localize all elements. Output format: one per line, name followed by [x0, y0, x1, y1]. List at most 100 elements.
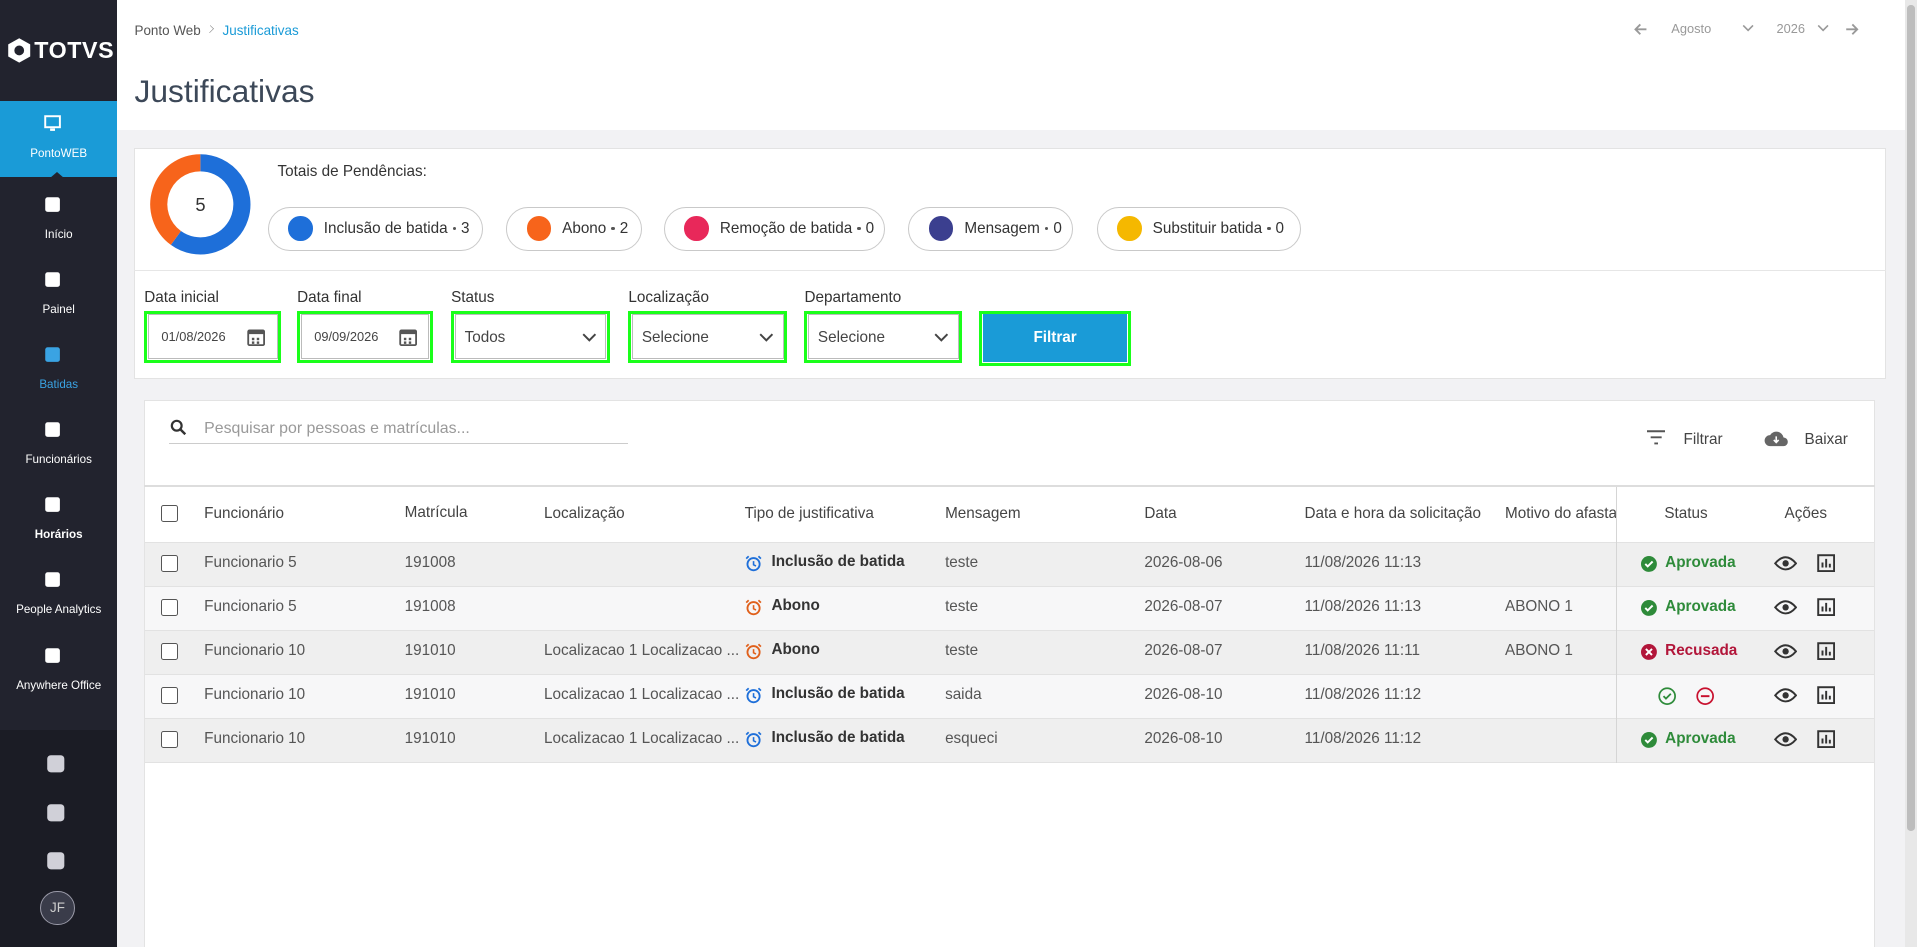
pending-chip[interactable]: Abono 2 [506, 206, 642, 251]
filter-button-outline[interactable] [979, 310, 1131, 366]
column-header[interactable]: Tipo de justificativa [744, 505, 874, 523]
nav-label[interactable]: Início [44, 227, 73, 241]
footer-icon[interactable] [46, 851, 66, 871]
pending-chip[interactable]: Mensagem 0 [908, 206, 1074, 251]
scroll-thumb[interactable] [1907, 4, 1915, 832]
filter-label: Data inicial [144, 288, 219, 306]
footer-icon[interactable] [46, 754, 66, 774]
checkbox[interactable] [161, 555, 179, 573]
chart-button[interactable] [1817, 730, 1835, 748]
nav-label[interactable]: Painel [42, 303, 75, 317]
filter-input[interactable] [297, 310, 433, 364]
breadcrumb[interactable]: Ponto Web [134, 23, 201, 39]
view-button[interactable] [1773, 644, 1798, 659]
toolbar-filter[interactable]: Filtrar [1683, 430, 1723, 448]
pending-chip[interactable]: Inclusão de batida 3 [267, 206, 483, 251]
cell: saida [945, 686, 982, 704]
nav-icon[interactable] [44, 571, 61, 588]
column-header[interactable]: Mensagem [945, 505, 1021, 523]
nav-label[interactable]: People Analytics [16, 602, 102, 616]
nav-icon[interactable] [44, 647, 61, 664]
cell: Funcionario 10 [204, 686, 306, 704]
table-row[interactable] [145, 585, 1875, 630]
nav-icon[interactable] [44, 115, 61, 132]
filter-input[interactable] [144, 310, 282, 364]
checkbox[interactable] [161, 504, 179, 523]
view-button[interactable] [1773, 688, 1798, 703]
toolbar-download[interactable]: Baixar [1804, 430, 1848, 448]
nav-label[interactable]: Batidas [39, 378, 79, 391]
avatar[interactable]: JF [40, 891, 75, 926]
breadcrumb[interactable]: Justificativas [222, 23, 299, 39]
column-header[interactable]: Localização [544, 505, 625, 523]
filter-button[interactable]: Filtrar [982, 314, 1128, 362]
nav-label[interactable]: PontoWEB [30, 146, 88, 160]
view-button[interactable] [1773, 732, 1798, 747]
filter-value[interactable]: 01/08/2026 [161, 329, 226, 345]
page-title: Justificativas [134, 72, 315, 109]
status: Recusada [1665, 642, 1738, 660]
nav-icon[interactable] [44, 421, 61, 438]
nav-icon[interactable] [44, 271, 61, 288]
status: Aprovada [1665, 554, 1736, 572]
download-icon[interactable] [1764, 429, 1789, 447]
view-button[interactable] [1773, 600, 1798, 615]
filter-input[interactable] [804, 310, 963, 364]
next[interactable] [1845, 22, 1860, 37]
prev[interactable] [1633, 22, 1648, 37]
search-input[interactable]: Pesquisar por pessoas e matrículas... [204, 419, 470, 437]
filter-input[interactable] [451, 310, 611, 364]
pending-chip[interactable]: Substituir batida 0 [1096, 206, 1301, 251]
column-header[interactable]: Ações [1784, 505, 1827, 523]
filter-value[interactable]: 09/09/2026 [314, 329, 379, 345]
column-header[interactable]: Funcionário [204, 505, 284, 523]
column-header[interactable]: Data [1144, 505, 1177, 523]
calendar[interactable] [247, 328, 265, 346]
checkbox[interactable] [161, 731, 179, 749]
nav-label[interactable]: Funcionários [25, 452, 92, 466]
year[interactable]: 2026 [1776, 21, 1805, 37]
cell: 11/08/2026 11:11 [1304, 642, 1420, 660]
checkbox[interactable] [161, 643, 179, 661]
filter-value[interactable]: Selecione [641, 329, 709, 347]
nav-label[interactable]: Horários [34, 528, 83, 542]
column-header[interactable]: Matrícula [404, 503, 468, 521]
column-header[interactable]: Data e hora da solicitação [1304, 505, 1482, 523]
checkbox[interactable] [161, 687, 179, 705]
filter-inner [632, 314, 784, 360]
nav-icon[interactable] [44, 346, 61, 363]
chip-label: Remoção de batida [719, 220, 853, 238]
chart-button[interactable] [1817, 598, 1835, 616]
table-row[interactable] [145, 629, 1875, 674]
column-header[interactable]: Status [1664, 505, 1708, 523]
filter-icon[interactable] [1646, 430, 1666, 445]
chart-button[interactable] [1817, 642, 1835, 660]
filter-value[interactable]: Selecione [817, 329, 885, 347]
month[interactable]: Agosto [1671, 21, 1712, 37]
table-row[interactable] [145, 673, 1875, 718]
sticky-divider [1616, 486, 1618, 763]
nav-icon[interactable] [44, 496, 61, 513]
pending-chip[interactable]: Remoção de batida 0 [663, 206, 886, 251]
nav-label[interactable]: Anywhere Office [16, 678, 102, 692]
chart-button[interactable] [1817, 554, 1835, 572]
calendar[interactable] [398, 328, 417, 346]
approve-button[interactable] [1658, 687, 1676, 706]
filter-value[interactable]: Todos [464, 329, 506, 347]
view-button[interactable] [1773, 556, 1798, 571]
checkbox[interactable] [161, 599, 179, 617]
nav-active[interactable] [0, 101, 118, 178]
reject-button[interactable] [1696, 687, 1714, 706]
cell: Localizacao 1 Localizacao ... [544, 642, 740, 660]
donut [150, 154, 251, 255]
table-row[interactable] [145, 717, 1875, 762]
nav-icon[interactable] [44, 196, 61, 213]
chart-button[interactable] [1817, 686, 1835, 704]
cell: Localizacao 1 Localizacao ... [544, 730, 740, 748]
status-icon [1640, 600, 1657, 617]
filter-input[interactable] [628, 310, 788, 364]
table-row[interactable] [145, 541, 1875, 586]
footer-icon[interactable] [46, 803, 66, 823]
column-header[interactable]: Motivo do afasta [1505, 506, 1617, 522]
type-icon [745, 687, 762, 704]
